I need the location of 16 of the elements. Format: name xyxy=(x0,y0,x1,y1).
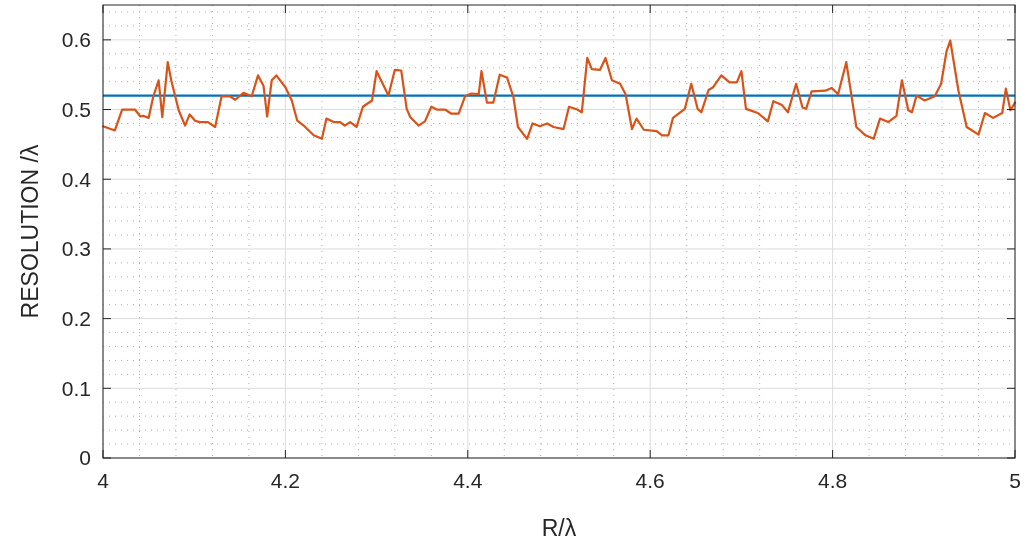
y-tick-label: 0 xyxy=(79,446,91,470)
x-tick-label: 4.4 xyxy=(453,469,483,492)
x-tick-label: 4.6 xyxy=(635,469,665,492)
x-tick-label: 4 xyxy=(97,469,110,492)
y-tick-label: 0.1 xyxy=(61,376,91,400)
y-tick-label: 0.5 xyxy=(61,97,91,121)
y-tick-label: 0.3 xyxy=(61,237,91,261)
x-tick-label: 4.8 xyxy=(818,469,848,492)
x-tick-label: 5 xyxy=(1009,469,1021,492)
y-tick-label: 0.6 xyxy=(61,28,91,52)
line-series xyxy=(101,39,1017,140)
x-axis-title: R/λ xyxy=(541,515,577,541)
y-tick-label: 0.4 xyxy=(61,167,92,191)
y-tick-label: 0.2 xyxy=(61,306,91,330)
x-tick-label: 4.2 xyxy=(270,469,300,492)
y-axis-title: RESOLUTION /λ xyxy=(17,144,43,319)
